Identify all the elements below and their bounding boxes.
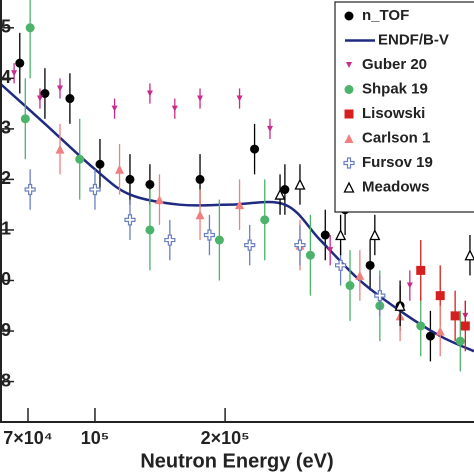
data-point (394, 299, 406, 311)
y-tick-label: 2 (1, 168, 11, 188)
data-point (260, 215, 270, 225)
data-point (195, 174, 205, 184)
legend-swatch (343, 181, 355, 193)
data-point (235, 200, 245, 210)
data-point (11, 70, 18, 77)
x-tick-label: 7×10⁴ (3, 428, 52, 448)
x-axis-label: Neutron Energy (eV) (140, 450, 333, 472)
data-point (55, 144, 65, 154)
data-point (464, 249, 474, 261)
data-point (374, 290, 386, 302)
data-point (24, 183, 36, 196)
data-point (280, 185, 290, 195)
x-tick-label: 2×10⁵ (201, 428, 250, 448)
legend-label: ENDF/B-V (378, 31, 449, 48)
data-point (305, 250, 315, 260)
data-point (95, 159, 105, 169)
legend-label: Lisowski (362, 105, 425, 122)
data-point (455, 336, 465, 346)
legend-label: Guber 20 (362, 56, 427, 73)
plot-frame (0, 0, 474, 423)
data-point (266, 125, 273, 132)
plot-area (0, 0, 474, 372)
legend-label: Carlson 1 (362, 129, 430, 146)
data-point (15, 58, 25, 68)
legend-swatch (344, 85, 354, 94)
data-point (197, 95, 204, 102)
data-point (214, 235, 224, 245)
y-tick-label: 4 (1, 67, 11, 87)
data-point (236, 95, 243, 102)
data-point (345, 281, 355, 291)
data-point (124, 214, 136, 226)
legend-label: n_TOF (362, 7, 409, 24)
y-tick-label: 5 (1, 17, 11, 37)
x-tick-label: 10⁵ (81, 428, 109, 448)
data-point (75, 154, 85, 164)
data-point (406, 282, 413, 289)
data-point (416, 265, 426, 275)
data-point (125, 174, 135, 184)
data-point (294, 178, 306, 190)
legend-swatch (344, 109, 354, 119)
data-point (145, 179, 155, 189)
data-point (369, 229, 381, 241)
data-point (25, 23, 35, 33)
data-point (450, 311, 460, 321)
y-tick-label: 9 (1, 320, 11, 340)
data-point (111, 105, 118, 112)
data-point (89, 183, 101, 196)
legend-swatch (344, 11, 354, 21)
legend-swatch (343, 157, 355, 169)
data-point (115, 164, 125, 174)
data-point (334, 259, 347, 271)
legend-swatch (346, 62, 352, 68)
data-point (460, 321, 470, 331)
data-point (327, 247, 334, 254)
data-point (365, 260, 375, 270)
data-point (195, 210, 205, 220)
data-point (20, 114, 30, 124)
data-point (416, 321, 426, 331)
legend-box (334, 1, 474, 213)
data-point (56, 85, 63, 92)
y-tick-label: 0 (1, 269, 11, 289)
data-point (154, 195, 164, 205)
data-point (145, 225, 155, 235)
data-point (171, 105, 178, 112)
data-point (435, 326, 445, 336)
y-tick-label: 3 (1, 118, 11, 138)
y-tick-label: 8 (1, 370, 11, 390)
data-point (274, 188, 286, 200)
legend-label: Shpak 19 (362, 80, 428, 97)
data-point (164, 234, 176, 246)
data-point (294, 239, 306, 251)
data-point (244, 239, 256, 251)
data-point (65, 94, 75, 104)
legend: n_TOF ENDF/B-V Guber 20 Shpak 19 Lisowski Car… (334, 1, 474, 213)
data-point (355, 270, 365, 280)
data-point (250, 144, 260, 154)
data-point (425, 331, 435, 341)
data-point (320, 230, 330, 240)
legend-label: Meadows (362, 178, 430, 195)
y-tick-label: 1 (1, 219, 11, 239)
legend-label: Fursov 19 (362, 154, 433, 171)
legend-swatch (344, 134, 354, 143)
data-point (146, 90, 153, 97)
data-point (335, 229, 347, 241)
data-point (435, 291, 445, 301)
data-point (36, 95, 43, 102)
data-point (203, 229, 216, 241)
series-line (0, 82, 474, 353)
